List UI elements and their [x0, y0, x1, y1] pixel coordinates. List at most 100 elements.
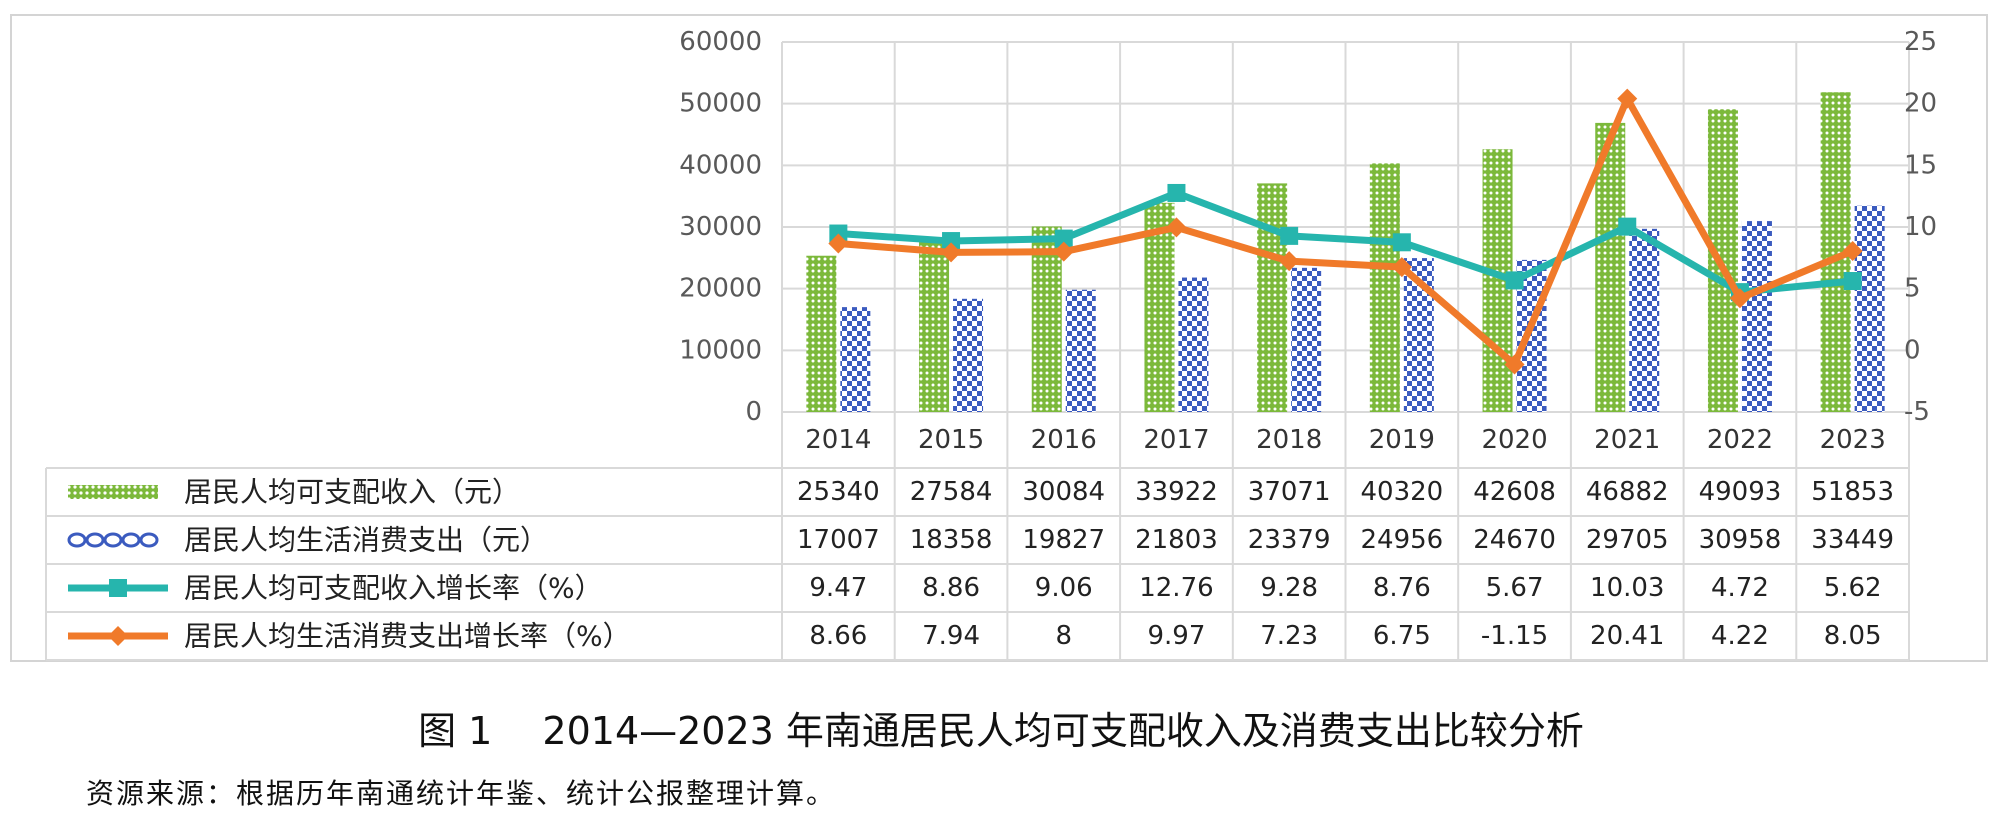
table-cell-value: 51853 [1811, 477, 1894, 507]
y-left-tick-label: 60000 [679, 27, 762, 57]
y-left-tick-label: 20000 [679, 274, 762, 304]
table-cell-value: 49093 [1699, 477, 1782, 507]
bar-income [806, 255, 837, 412]
bar-income [1369, 163, 1400, 412]
table-cell-value: 9.06 [1035, 573, 1093, 603]
bar-consumption [1291, 267, 1322, 412]
table-cell-value: 7.94 [922, 621, 980, 651]
y-right-tick-label: 5 [1904, 274, 1921, 304]
income-rate-marker [1843, 272, 1862, 291]
consumption-rate-marker [1166, 217, 1187, 238]
table-cell-value: 42608 [1473, 477, 1556, 507]
consumption-rate-marker [941, 242, 962, 263]
x-category-label: 2020 [1481, 425, 1547, 455]
table-cell-value: 10.03 [1590, 573, 1664, 603]
bar-consumption [1854, 205, 1885, 412]
table-cell-value: 8.05 [1824, 621, 1882, 651]
income-rate-marker [1618, 217, 1637, 236]
consumption-rate-marker [1279, 251, 1300, 272]
chart-frame: 60000 50000 40000 30000 20000 10000 0 25 20 15 10 5… [10, 14, 1988, 662]
table-cell-value: 4.72 [1711, 573, 1769, 603]
bar-consumption [1741, 221, 1772, 412]
x-category-label: 2015 [918, 425, 984, 455]
series-name-label: 居民人均生活消费支出增长率（%） [184, 620, 631, 653]
x-category-label: 2022 [1707, 425, 1773, 455]
x-category-label: 2023 [1820, 425, 1886, 455]
y-right-tick-label: 15 [1904, 150, 1937, 180]
bar-income [1257, 183, 1288, 412]
bar-income [1144, 202, 1175, 412]
table-cell-value: 37071 [1248, 477, 1331, 507]
y-left-tick-label: 10000 [679, 335, 762, 365]
bar-consumption [1178, 277, 1209, 412]
table-cell-value: 30958 [1699, 525, 1782, 555]
table-cell-value: 18358 [910, 525, 993, 555]
consumption-rate-marker [1053, 241, 1074, 262]
x-category-label: 2021 [1594, 425, 1660, 455]
table-cell-value: 21803 [1135, 525, 1218, 555]
table-cell-value: 6.75 [1373, 621, 1431, 651]
bar-consumption [953, 298, 984, 412]
table-cell-value: 9.97 [1148, 621, 1206, 651]
series-name-label: 居民人均可支配收入（元） [184, 476, 520, 509]
consumption-rate-line [834, 95, 1857, 369]
y-left-tick-label: 30000 [679, 212, 762, 242]
x-category-label: 2017 [1143, 425, 1209, 455]
income-rate-marker [942, 232, 961, 251]
table-cell-value: 7.23 [1260, 621, 1318, 651]
table-cell-value: 4.22 [1711, 621, 1769, 651]
y-right-tick-label: -5 [1904, 397, 1930, 427]
consumption-rate-marker [828, 233, 849, 254]
income-rate-marker [1392, 233, 1411, 252]
table-cell-value: 33449 [1811, 525, 1894, 555]
table-cell-value: 8.86 [922, 573, 980, 603]
y-left-tick-label: 50000 [679, 89, 762, 119]
table-cell-value: 8 [1055, 621, 1072, 651]
y-right-tick-label: 0 [1904, 335, 1921, 365]
table-cell-value: 30084 [1022, 477, 1105, 507]
legend-key-consumption-bar [67, 532, 159, 548]
table-cell-value: 9.47 [809, 573, 867, 603]
y-right-tick-label: 25 [1904, 27, 1937, 57]
table-cell-value: 24956 [1360, 525, 1443, 555]
combo-chart: 6000050000400003000020000100000252015105… [45, 27, 1937, 661]
y-right-tick-label: 20 [1904, 89, 1937, 119]
income-rate-marker [1280, 226, 1299, 245]
consumption-rate-marker [1617, 88, 1638, 109]
income-rate-marker [1167, 183, 1186, 202]
legend-key-income-rate-marker [109, 579, 127, 597]
income-rate-line [834, 189, 1857, 296]
consumption-rate-marker [1842, 241, 1863, 262]
y-left-tick-label: 0 [745, 397, 762, 427]
legend-key-income-bar [68, 485, 158, 499]
table-cell-value: 8.76 [1373, 573, 1431, 603]
table-cell-value: 25340 [797, 477, 880, 507]
table-cell-value: 20.41 [1590, 621, 1664, 651]
table-cell-value: 29705 [1586, 525, 1669, 555]
x-category-label: 2019 [1369, 425, 1435, 455]
table-cell-value: 12.76 [1139, 573, 1213, 603]
y-right-tick-label: 10 [1904, 212, 1937, 242]
x-category-label: 2018 [1256, 425, 1322, 455]
x-category-label: 2016 [1031, 425, 1097, 455]
table-cell-value: 40320 [1360, 477, 1443, 507]
table-cell-value: -1.15 [1481, 621, 1548, 651]
bar-consumption [840, 307, 871, 412]
income-rate-marker [1505, 271, 1524, 290]
table-cell-value: 19827 [1022, 525, 1105, 555]
table-cell-value: 23379 [1248, 525, 1331, 555]
bar-income [1031, 226, 1062, 412]
table-cell-value: 8.66 [809, 621, 867, 651]
table-cell-value: 9.28 [1260, 573, 1318, 603]
bar-consumption [1065, 289, 1096, 412]
source-note: 资源来源：根据历年南通统计年鉴、统计公报整理计算。 [86, 777, 837, 810]
table-cell-value: 5.62 [1824, 573, 1882, 603]
bar-consumption [1629, 228, 1660, 412]
series-name-label: 居民人均生活消费支出（元） [184, 524, 548, 557]
table-cell-value: 5.67 [1486, 573, 1544, 603]
income-rate-marker [1054, 229, 1073, 248]
figure-caption: 图 1 2014—2023 年南通居民人均可支配收入及消费支出比较分析 [418, 709, 1584, 753]
series-name-label: 居民人均可支配收入增长率（%） [184, 572, 603, 605]
table-cell-value: 24670 [1473, 525, 1556, 555]
table-cell-value: 46882 [1586, 477, 1669, 507]
